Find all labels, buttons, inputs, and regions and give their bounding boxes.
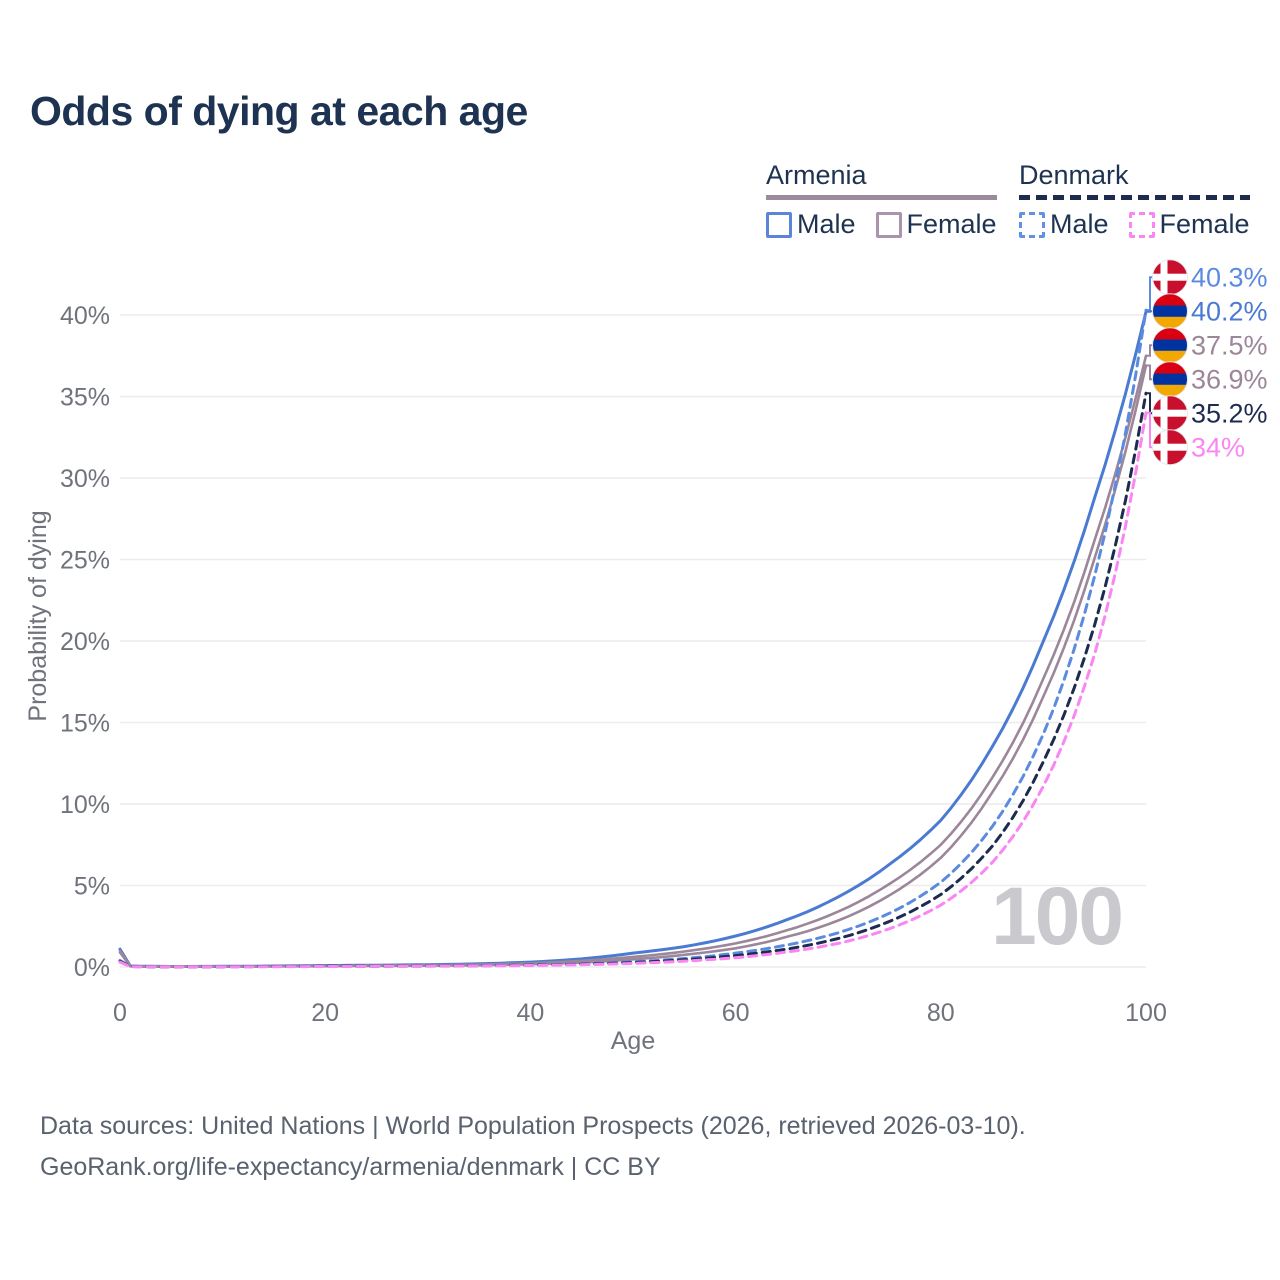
legend-label-denmark-female: Female: [1159, 209, 1250, 239]
series-value-label-denmark-male: 40.3%: [1191, 263, 1268, 293]
series-connector-armenia-male: [1146, 310, 1153, 313]
series-connector-denmark: [1146, 392, 1153, 415]
legend-row-armenia: Male Female: [766, 209, 997, 240]
legend-row-denmark: Male Female: [1019, 209, 1250, 240]
x-axis-title: Age: [611, 1027, 655, 1055]
legend-group-denmark: Denmark Male Female: [1019, 160, 1250, 240]
denmark-flag-icon: [1152, 429, 1188, 466]
series-value-label-denmark-female: 34%: [1191, 433, 1245, 463]
y-tick-label: 35%: [60, 384, 110, 412]
y-tick-label: 0%: [74, 954, 110, 982]
series-value-label-armenia-male: 40.2%: [1191, 297, 1268, 327]
y-tick-label: 10%: [60, 791, 110, 819]
footer-line-url: GeoRank.org/life-expectancy/armenia/denm…: [40, 1153, 661, 1181]
legend-title-denmark: Denmark: [1019, 160, 1129, 190]
denmark-line-style-sample: [1019, 195, 1250, 200]
y-tick-label: 20%: [60, 628, 110, 656]
series-value-label-denmark: 35.2%: [1191, 399, 1268, 429]
armenia-flag-icon: [1152, 293, 1188, 330]
legend-title-armenia: Armenia: [766, 160, 867, 190]
series-line-denmark-male: [118, 308, 1148, 969]
armenia-flag-icon: [1152, 327, 1188, 364]
age-watermark: 100: [991, 871, 1122, 962]
x-tick-label: 0: [113, 999, 127, 1027]
x-tick-label: 60: [722, 999, 750, 1027]
series-value-label-armenia-female: 36.9%: [1191, 365, 1268, 395]
series-value-label-armenia: 37.5%: [1191, 331, 1268, 361]
series-connector-armenia: [1146, 344, 1153, 357]
checkbox-armenia-female-icon[interactable]: [875, 211, 902, 238]
legend-item-denmark-female[interactable]: Female: [1128, 209, 1250, 240]
legend-group-armenia: Armenia Male Female: [766, 160, 997, 240]
y-axis-title: Probability of dying: [24, 510, 52, 721]
x-tick-label: 40: [516, 999, 544, 1027]
y-tick-label: 25%: [60, 547, 110, 575]
x-tick-label: 100: [1125, 999, 1167, 1027]
y-tick-label: 30%: [60, 465, 110, 493]
series-connector-denmark-male: [1146, 276, 1153, 312]
y-tick-label: 15%: [60, 710, 110, 738]
armenia-flag-icon: [1152, 361, 1188, 398]
footer-attribution: Data sources: United Nations | World Pop…: [40, 1106, 1026, 1188]
y-tick-label: 40%: [60, 302, 110, 330]
footer-line-sources: Data sources: United Nations | World Pop…: [40, 1112, 1026, 1140]
series-connector-armenia-female: [1146, 364, 1153, 381]
checkbox-denmark-female-icon[interactable]: [1128, 211, 1155, 238]
legend-label-armenia-male: Male: [797, 209, 856, 239]
legend-label-armenia-female: Female: [906, 209, 997, 239]
checkbox-armenia-male-icon[interactable]: [766, 211, 792, 238]
legend-label-denmark-male: Male: [1050, 209, 1109, 239]
series-connector-denmark-female: [1146, 411, 1153, 449]
series-line-denmark-female: [118, 411, 1148, 969]
legend-item-armenia-female[interactable]: Female: [875, 209, 997, 240]
y-tick-label: 5%: [74, 873, 110, 901]
legend-item-denmark-male[interactable]: Male: [1019, 209, 1109, 240]
checkbox-denmark-male-icon[interactable]: [1019, 211, 1045, 238]
denmark-flag-icon: [1152, 395, 1188, 432]
x-tick-label: 80: [927, 999, 955, 1027]
armenia-line-style-sample: [766, 195, 997, 200]
x-tick-label: 20: [311, 999, 339, 1027]
chart-title: Odds of dying at each age: [30, 88, 528, 134]
series-line-armenia-male: [118, 310, 1148, 968]
legend-item-armenia-male[interactable]: Male: [766, 209, 856, 240]
denmark-flag-icon: [1152, 259, 1188, 296]
